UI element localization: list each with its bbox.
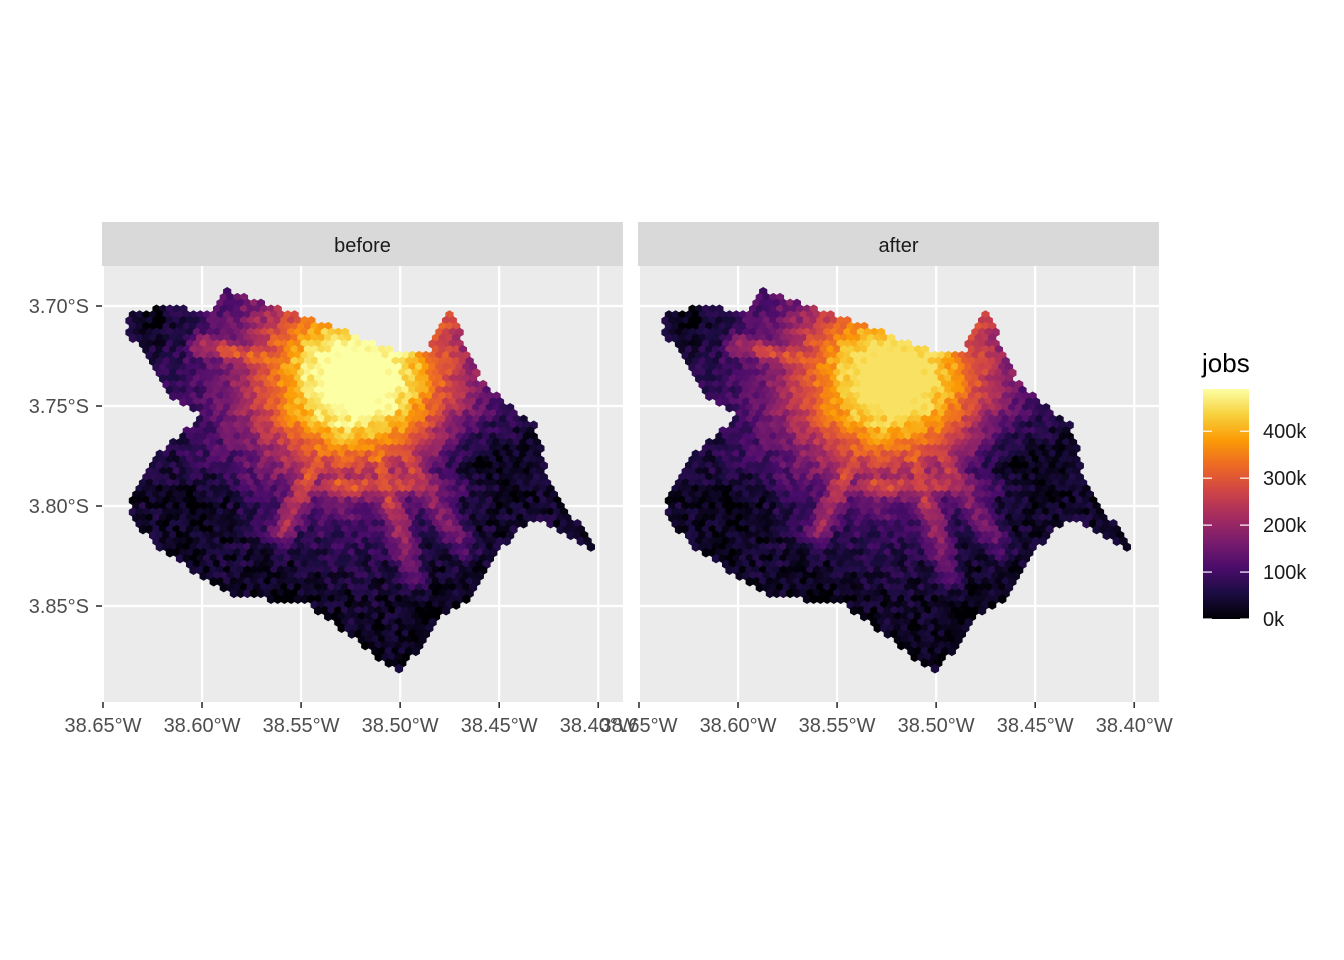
hex-cell [1038,536,1047,546]
x-tick-label: 38.55°W [263,715,340,737]
hex-cell [441,606,451,616]
hex-cell [586,542,596,552]
hex-cell [313,606,323,616]
y-axis-before: 3.70°S 3.75°S 3.80°S 3.85°S [29,296,102,618]
facet-strip-label-before: before [334,235,391,257]
hex-cell [394,664,404,674]
x-tick-label: 38.50°W [362,715,439,737]
x-tick-label: 38.65°W [65,715,142,737]
facet-panel-after: after 38.65°W 38.60°W 38.55°W 38.50°W 38.45°… [601,222,1173,737]
hex-cell [411,646,420,657]
y-tick-label: 3.80°S [29,496,89,518]
y-tick-label: 3.75°S [29,396,89,418]
hex-cell [452,600,461,610]
hex-cell [209,577,218,587]
y-tick-label: 3.85°S [29,596,89,618]
x-tick-label: 38.45°W [461,715,538,737]
x-tick-label: 38.60°W [164,715,241,737]
facet-panel-before: before 3.70°S 3.75°S 3.80°S 3.85°S 38.65°W 3… [29,222,637,737]
hexbin-layer-before [125,287,596,674]
y-tick-label: 3.70°S [29,296,89,318]
hex-cell [519,519,528,529]
hex-cell [462,594,471,604]
facet-strip-label-after: after [878,235,918,257]
hex-cell [219,582,228,593]
hex-cell [1122,542,1131,552]
facet-strip-before [102,222,623,266]
hex-cell [229,588,238,599]
hex-cell [502,536,511,546]
hex-cell [324,611,333,622]
hex-cell [1055,519,1064,529]
x-axis-before: 38.65°W 38.60°W 38.55°W 38.50°W 38.45°W 38.40… [65,702,637,737]
